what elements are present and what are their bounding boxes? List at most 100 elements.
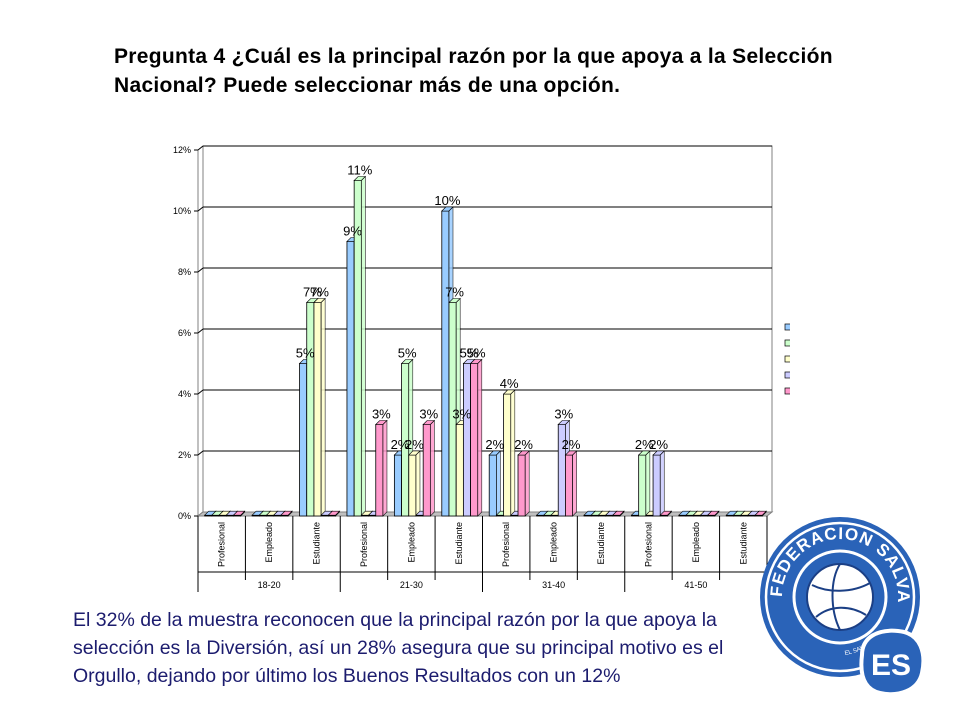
- bar: [441, 210, 450, 517]
- soccer-ball-icon: [806, 563, 874, 631]
- bar: [299, 363, 308, 517]
- data-label: 10%: [434, 193, 460, 208]
- x-category-label: Profesional: [217, 522, 227, 567]
- logo-monogram: ES: [871, 649, 911, 682]
- data-label: 5%: [460, 346, 479, 361]
- chart-legend: OrgulloDiversiónOtrosBuenos resultadosPa…: [784, 323, 790, 395]
- bar: [393, 454, 402, 517]
- data-label: 2%: [405, 437, 424, 452]
- bar-side: [382, 419, 388, 517]
- bar-side: [645, 450, 651, 517]
- bar: [503, 393, 512, 517]
- bar: [488, 454, 497, 517]
- y-tick-label: 10%: [173, 206, 191, 216]
- gridline-edge: [197, 328, 204, 334]
- y-tick-label: 0%: [178, 511, 191, 521]
- bar-side: [415, 450, 421, 517]
- chart-gridlines: [196, 145, 774, 517]
- bar: [470, 363, 479, 517]
- x-category-label: Estudiante: [596, 522, 606, 565]
- gridline-edge: [197, 145, 204, 151]
- x-axis: Profesional Empleado Estudiante 18-20 Profes…: [197, 516, 768, 592]
- bar-side: [761, 510, 767, 517]
- x-category-label: Empleado: [691, 522, 701, 563]
- data-label: 5%: [296, 346, 315, 361]
- bar-side: [619, 510, 625, 517]
- bar: [408, 454, 417, 517]
- gridline-edge: [197, 450, 204, 456]
- x-group-label: 21-30: [400, 580, 423, 590]
- bar-side: [477, 358, 483, 517]
- x-category-label: Estudiante: [738, 522, 748, 565]
- x-category-label: Profesional: [643, 522, 653, 567]
- bar-side: [667, 510, 672, 517]
- bar-side: [524, 450, 530, 517]
- bar-side: [335, 510, 340, 517]
- x-category-label: Empleado: [549, 522, 559, 563]
- legend-swatch: [784, 355, 790, 363]
- question-title: Pregunta 4 ¿Cuál es la principal razón p…: [114, 45, 833, 97]
- bar: [652, 454, 661, 517]
- x-category-label: Estudiante: [454, 522, 464, 565]
- data-label: 2%: [649, 437, 668, 452]
- data-label: 2%: [514, 437, 533, 452]
- legend-swatch: [784, 323, 790, 331]
- data-labels: 5%9%2%10%2%7%11%5%7%2%7%2%3%4%5%3%2%3% 3%…: [296, 163, 669, 453]
- x-category-label: Profesional: [359, 522, 369, 567]
- x-category-label: Profesional: [501, 522, 511, 567]
- bar: [313, 302, 322, 517]
- data-label: 3%: [372, 407, 391, 422]
- data-label: 4%: [500, 376, 519, 391]
- y-tick-label: 6%: [178, 328, 191, 338]
- data-label: 7%: [445, 285, 464, 300]
- x-category-label: Empleado: [264, 522, 274, 563]
- data-label: 9%: [343, 224, 362, 239]
- data-label: 5%: [467, 346, 486, 361]
- bar-chart: 0% 2% 4% 6% 8% 10% 12% 5% 9% 2% 10% 2% 7% 11% 5% 7% 2% 7…: [173, 145, 790, 592]
- chart-bars: [203, 175, 768, 517]
- x-group-label: 41-50: [684, 580, 707, 590]
- data-label: 2%: [562, 437, 581, 452]
- y-tick-label: 12%: [173, 145, 191, 155]
- bar: [517, 454, 526, 517]
- data-label: 2%: [635, 437, 654, 452]
- bar: [455, 424, 464, 517]
- federation-logo: FEDERACION SALVADOREÑA DE FUTBOL EL SALV…: [750, 505, 926, 697]
- data-label: 7%: [303, 285, 322, 300]
- y-tick-label: 8%: [178, 267, 191, 277]
- bar: [422, 424, 431, 517]
- bar: [638, 454, 647, 517]
- bar: [346, 241, 355, 517]
- data-label: 3%: [452, 407, 471, 422]
- bar-side: [430, 419, 435, 517]
- data-label: 2%: [391, 437, 410, 452]
- data-label: 7%: [310, 285, 329, 300]
- bar: [375, 424, 384, 517]
- data-label: 5%: [398, 346, 417, 361]
- bar: [565, 454, 574, 517]
- legend-swatch: [784, 387, 790, 395]
- summary-text: El 32% de la muestra reconocen que la pr…: [73, 609, 724, 687]
- y-tick-label: 2%: [178, 450, 191, 460]
- bar: [462, 363, 471, 517]
- data-label: 3%: [419, 407, 438, 422]
- x-group-label: 18-20: [258, 580, 281, 590]
- data-label: 3%: [554, 407, 573, 422]
- y-axis-ticks: 0% 2% 4% 6% 8% 10% 12%: [173, 145, 198, 521]
- x-category-label: Empleado: [406, 522, 416, 563]
- gridline-edge: [197, 389, 204, 395]
- x-group-label: 31-40: [542, 580, 565, 590]
- bar-side: [714, 510, 720, 517]
- data-label: 11%: [347, 163, 372, 178]
- gridline-edge: [197, 267, 204, 273]
- legend-swatch: [784, 371, 790, 379]
- bar-side: [240, 510, 246, 517]
- bar-side: [496, 450, 501, 517]
- bar-side: [510, 389, 516, 517]
- bar-side: [659, 450, 665, 517]
- bar-side: [320, 297, 326, 517]
- y-tick-label: 4%: [178, 389, 191, 399]
- bar-side: [572, 450, 577, 517]
- data-label: 2%: [485, 437, 504, 452]
- bar: [306, 302, 315, 517]
